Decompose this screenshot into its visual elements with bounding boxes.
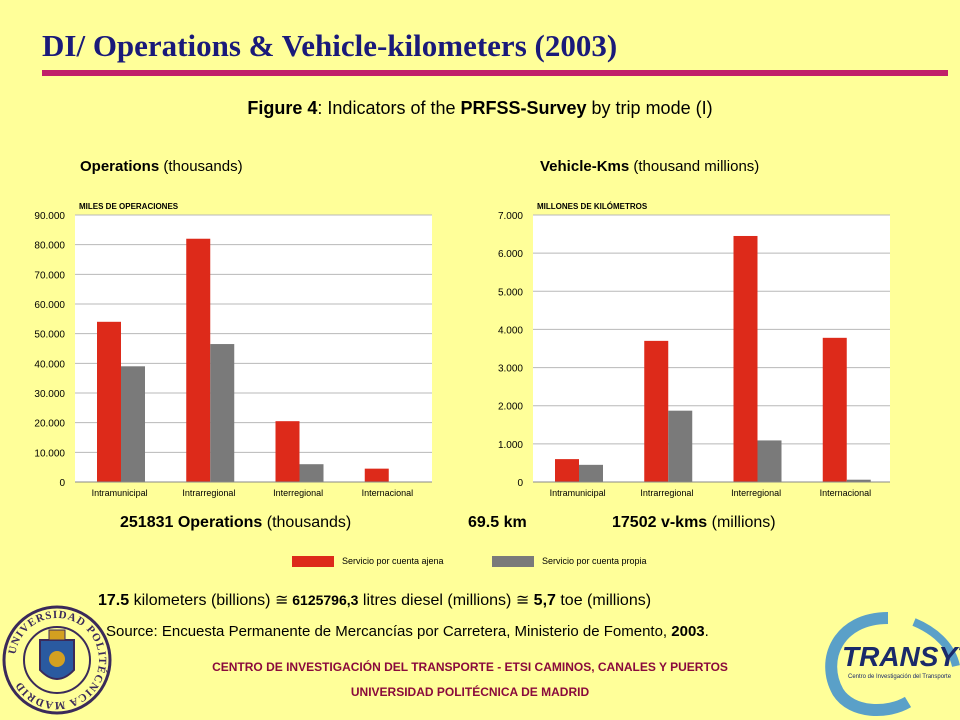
vkm-total-rest: (millions) <box>707 514 776 531</box>
bar-ajena <box>555 459 579 482</box>
bar-ajena <box>822 337 847 482</box>
y-tick-label: 10.000 <box>34 448 65 459</box>
y-tick-label: 30.000 <box>34 389 65 400</box>
y-tick-label: 3.000 <box>498 364 523 375</box>
bar-ajena <box>644 340 669 482</box>
x-tick-label: Intrarregional <box>640 488 693 498</box>
source-end: . <box>704 623 709 640</box>
logo-wordmark: TRANSYT <box>842 641 960 672</box>
y-tick-label: 7.000 <box>498 211 523 222</box>
y-tick-label: 50.000 <box>34 330 65 341</box>
x-tick-label: Internacional <box>820 488 872 498</box>
bar-ajena <box>275 421 300 482</box>
legend-item-propia: Servicio por cuenta propia <box>492 556 647 568</box>
footer-line-1: CENTRO DE INVESTIGACIÓN DEL TRANSPORTE -… <box>212 660 728 674</box>
operations-heading-bold: Operations <box>80 158 160 175</box>
toe-text: toe (millions) <box>555 592 652 609</box>
chart-title: MILES DE OPERACIONES <box>79 202 179 211</box>
vehicle-km-chart: 0 1.000 2.000 3.000 4.000 5.000 6.000 7.000 MILL… <box>478 195 898 510</box>
y-tick-label: 1.000 <box>498 440 523 451</box>
operations-chart: 0 10.000 20.000 30.000 40.000 50.000 60.000 70.… <box>20 195 440 510</box>
bar-propia <box>757 440 782 482</box>
chart-1-svg: 0 1.000 2.000 3.000 4.000 5.000 6.000 7.000 MILL… <box>498 202 890 498</box>
title-underline <box>42 70 948 76</box>
x-tick-label: Intrarregional <box>182 488 235 498</box>
chart-0-svg: 0 10.000 20.000 30.000 40.000 50.000 60.000 70.… <box>34 202 432 498</box>
y-tick-label: 0 <box>517 478 523 489</box>
y-tick-label: 70.000 <box>34 270 65 281</box>
figure-caption-suffix: by trip mode (I) <box>586 98 713 118</box>
bar-ajena <box>364 468 389 482</box>
operations-heading: Operations (thousands) <box>80 158 243 175</box>
bar-ajena <box>186 238 211 482</box>
transyt-logo: TRANSYT Centro de Investigación del Tran… <box>825 612 960 716</box>
legend-item-ajena: Servicio por cuenta ajena <box>292 556 444 568</box>
figure-number: Figure 4 <box>247 98 318 118</box>
vkm-heading-bold: Vehicle-Kms <box>540 158 630 175</box>
y-tick-label: 0 <box>59 478 65 489</box>
chart-title: MILLONES DE KILÓMETROS <box>537 202 648 211</box>
logo-subtitle: Centro de Investigación del Transporte <box>848 674 952 680</box>
toe-value: 5,7 <box>529 592 556 609</box>
figure-caption-survey: PRFSS-Survey <box>460 98 587 118</box>
bar-propia <box>579 464 603 482</box>
figure-caption-mid: : Indicators of the <box>317 98 461 118</box>
x-tick-label: Internacional <box>362 488 414 498</box>
y-tick-label: 6.000 <box>498 249 523 260</box>
bar-propia <box>299 464 324 482</box>
x-tick-label: Intramunicipal <box>92 488 148 498</box>
footer-line-2: UNIVERSIDAD POLITÉCNICA DE MADRID <box>350 685 590 699</box>
operations-total-bold: 251831 Operations <box>120 514 263 531</box>
y-tick-label: 40.000 <box>34 359 65 370</box>
y-tick-label: 20.000 <box>34 419 65 430</box>
km-text: kilometers (billions) <box>129 592 275 609</box>
bar-propia <box>210 344 235 482</box>
bar-ajena <box>97 321 121 482</box>
y-tick-label: 90.000 <box>34 211 65 222</box>
vkm-heading-rest: (thousand millions) <box>629 158 760 175</box>
page-title: DI/ Operations & Vehicle-kilometers (200… <box>42 28 618 63</box>
source-text: Source: Encuesta Permanente de Mercancía… <box>106 623 672 640</box>
litres-text: litres diesel (millions) <box>358 592 516 609</box>
vkm-total: 17502 v-kms (millions) <box>612 514 776 532</box>
y-tick-label: 4.000 <box>498 325 523 336</box>
vkm-heading: Vehicle-Kms (thousand millions) <box>540 158 759 175</box>
source-note: Source: Encuesta Permanente de Mercancía… <box>106 623 709 640</box>
x-tick-label: Interregional <box>731 488 781 498</box>
litres-value: 6125796,3 <box>288 592 359 608</box>
fuel-summary: 17.5 kilometers (billions) ≅ 6125796,3 l… <box>98 590 651 610</box>
y-tick-label: 2.000 <box>498 402 523 413</box>
operations-heading-rest: (thousands) <box>159 158 243 175</box>
x-tick-label: Intramunicipal <box>550 488 606 498</box>
y-tick-label: 5.000 <box>498 287 523 298</box>
operations-total: 251831 Operations (thousands) <box>120 514 351 532</box>
bar-ajena <box>733 235 758 482</box>
operations-total-rest: (thousands) <box>262 514 352 531</box>
legend-swatch-propia <box>492 556 534 568</box>
bar-propia <box>668 410 693 482</box>
legend-label-ajena: Servicio por cuenta ajena <box>342 556 444 566</box>
legend-swatch-ajena <box>292 556 334 568</box>
university-seal: UNIVERSIDAD POLITÉCNICA MADRID <box>2 605 112 715</box>
avg-km-label: 69.5 km <box>468 514 527 531</box>
legend-label-propia: Servicio por cuenta propia <box>542 556 647 566</box>
approx-symbol-2: ≅ <box>515 592 530 609</box>
bar-propia <box>846 479 871 482</box>
figure-caption: Figure 4: Indicators of the PRFSS-Survey… <box>0 98 960 119</box>
y-tick-label: 80.000 <box>34 241 65 252</box>
vkm-total-bold: 17502 v-kms <box>612 514 708 531</box>
bar-propia <box>121 366 145 482</box>
y-tick-label: 60.000 <box>34 300 65 311</box>
x-tick-label: Interregional <box>273 488 323 498</box>
km-value: 17.5 <box>98 592 130 609</box>
approx-symbol: ≅ <box>274 592 289 609</box>
source-year: 2003 <box>671 623 705 640</box>
